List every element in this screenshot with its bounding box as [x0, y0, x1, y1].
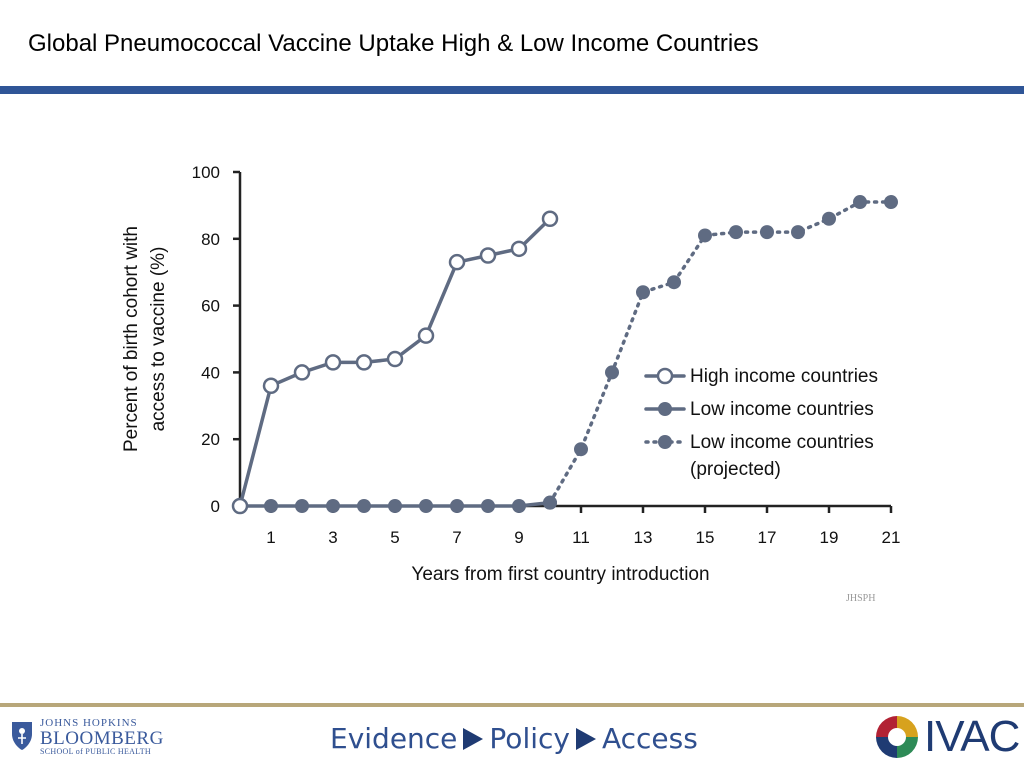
- data-point: [264, 499, 278, 513]
- data-point: [479, 247, 497, 264]
- legend-swatch-marker: [656, 367, 674, 385]
- data-point: [417, 327, 435, 344]
- data-point: [357, 499, 371, 513]
- data-point: [605, 365, 619, 380]
- x-axis-label: Years from first country introduction: [411, 564, 709, 585]
- johns-hopkins-logo: JOHNS HOPKINS BLOOMBERG SCHOOL of PUBLIC…: [10, 716, 170, 762]
- x-tick-label: 3: [328, 528, 337, 547]
- data-point: [355, 354, 373, 371]
- ivac-emblem-icon: [876, 716, 918, 758]
- data-point: [293, 364, 311, 381]
- y-tick-label: 0: [211, 497, 220, 516]
- data-point: [386, 350, 404, 368]
- jh-line1: JOHNS HOPKINS: [40, 717, 138, 729]
- y-tick-label: 60: [201, 297, 220, 316]
- data-point: [231, 497, 249, 515]
- y-tick-label: 100: [192, 163, 220, 182]
- x-tick-label: 7: [452, 528, 461, 547]
- tagline-access: Access: [601, 722, 698, 755]
- legend-label: High income countries: [690, 366, 878, 387]
- data-point: [791, 225, 805, 240]
- x-tick-label: 5: [390, 528, 399, 547]
- legend-swatch-marker: [658, 435, 672, 449]
- ivac-logo: IVAC: [872, 710, 1020, 764]
- data-point: [450, 499, 464, 513]
- arrow-right-icon: [463, 727, 484, 750]
- legend-label-line2: (projected): [690, 459, 781, 480]
- jh-line3: SCHOOL of PUBLIC HEALTH: [40, 747, 151, 756]
- data-point: [448, 253, 466, 271]
- tagline-policy: Policy: [489, 722, 570, 755]
- x-tick-label: 17: [758, 528, 777, 547]
- data-point: [262, 377, 280, 395]
- data-point: [729, 225, 743, 240]
- data-point: [541, 210, 559, 228]
- chart-legend: High income countries Low income countrie…: [644, 366, 878, 480]
- data-point: [512, 499, 526, 513]
- data-point: [324, 354, 342, 371]
- data-point: [419, 499, 433, 513]
- legend-label: Low income countries: [690, 399, 874, 420]
- footer-rule: [0, 703, 1024, 707]
- data-point: [667, 275, 681, 290]
- x-tick-label: 1: [266, 528, 275, 547]
- x-tick-label: 21: [882, 528, 901, 547]
- x-tick-label: 19: [820, 528, 839, 547]
- data-point: [510, 240, 528, 258]
- y-tick-label: 40: [201, 363, 220, 382]
- y-tick-label: 20: [201, 430, 220, 449]
- data-point: [481, 499, 495, 513]
- chart-lines: [238, 200, 893, 508]
- y-tick-label: 80: [201, 230, 220, 249]
- ivac-wordmark: IVAC: [924, 712, 1020, 761]
- data-point: [388, 499, 402, 513]
- legend-label: Low income countries: [690, 432, 874, 453]
- legend-swatch-marker: [658, 402, 672, 416]
- tagline: Evidence Policy Access: [330, 722, 698, 755]
- tagline-evidence: Evidence: [330, 722, 458, 755]
- series-line-2: [548, 200, 893, 505]
- x-tick-label: 13: [634, 528, 653, 547]
- x-tick-label: 9: [514, 528, 523, 547]
- x-tick-label: 15: [696, 528, 715, 547]
- shield-icon: [12, 722, 32, 750]
- data-point: [636, 285, 650, 300]
- data-point: [543, 495, 557, 510]
- y-axis-label: access to vaccine (%): [148, 247, 169, 432]
- data-point: [760, 225, 774, 240]
- data-point: [884, 195, 898, 210]
- data-point: [326, 499, 340, 513]
- page-title: Global Pneumococcal Vaccine Uptake High …: [28, 30, 759, 57]
- chart-points: [231, 195, 898, 515]
- x-tick-label: 11: [572, 528, 590, 547]
- chart-axes: [233, 170, 893, 513]
- data-point: [853, 195, 867, 210]
- header-rule: [0, 86, 1024, 94]
- data-point: [822, 211, 836, 226]
- watermark-label: JHSPH: [846, 593, 875, 604]
- arrow-right-icon: [575, 727, 596, 750]
- data-point: [698, 228, 712, 243]
- data-point: [295, 499, 309, 513]
- data-point: [574, 442, 588, 457]
- y-axis-label: Percent of birth cohort with: [121, 226, 142, 452]
- jh-line2: BLOOMBERG: [40, 728, 164, 749]
